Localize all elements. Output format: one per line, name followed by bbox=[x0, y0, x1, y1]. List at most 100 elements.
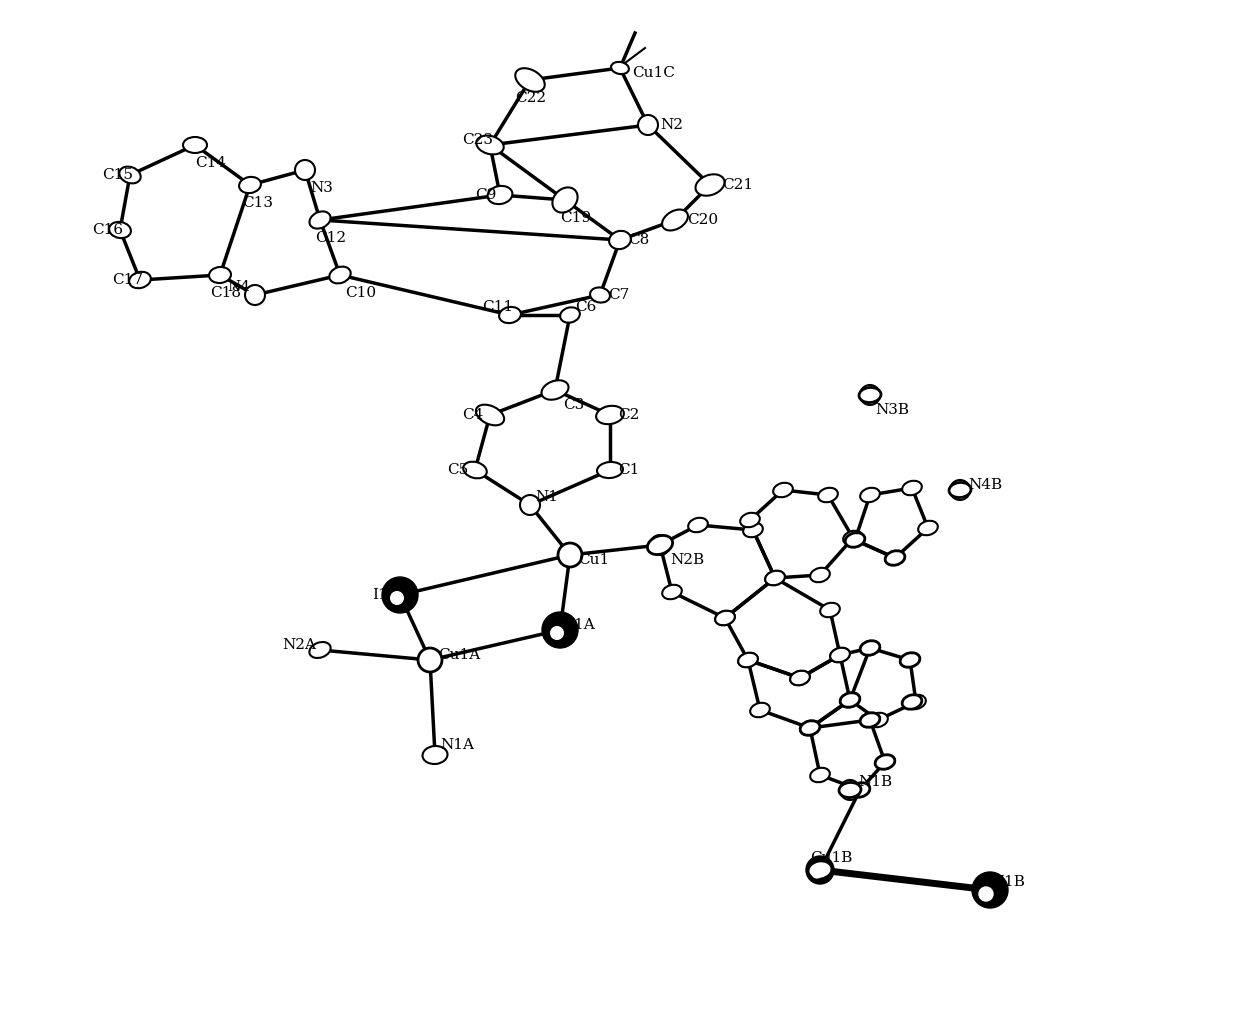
Text: N1B: N1B bbox=[858, 775, 892, 789]
Text: C22: C22 bbox=[515, 91, 546, 105]
Ellipse shape bbox=[875, 754, 895, 769]
Circle shape bbox=[558, 543, 582, 567]
Ellipse shape bbox=[330, 266, 351, 284]
Ellipse shape bbox=[861, 713, 880, 728]
Text: C12: C12 bbox=[315, 231, 346, 245]
Text: Cu1A: Cu1A bbox=[438, 648, 480, 662]
Circle shape bbox=[639, 115, 658, 135]
Ellipse shape bbox=[861, 488, 880, 503]
Circle shape bbox=[650, 535, 670, 555]
Ellipse shape bbox=[875, 754, 895, 769]
Ellipse shape bbox=[476, 405, 505, 425]
Text: N3: N3 bbox=[310, 181, 332, 195]
Ellipse shape bbox=[949, 483, 971, 497]
Text: C14: C14 bbox=[195, 156, 226, 170]
Ellipse shape bbox=[309, 642, 331, 658]
Ellipse shape bbox=[596, 462, 622, 478]
Ellipse shape bbox=[810, 568, 830, 582]
Ellipse shape bbox=[542, 380, 568, 399]
Ellipse shape bbox=[210, 267, 231, 283]
Ellipse shape bbox=[906, 695, 926, 709]
Ellipse shape bbox=[662, 585, 682, 600]
Text: N2: N2 bbox=[660, 118, 683, 132]
Circle shape bbox=[861, 385, 880, 405]
Ellipse shape bbox=[119, 166, 140, 184]
Circle shape bbox=[806, 856, 835, 884]
Circle shape bbox=[382, 577, 418, 613]
Ellipse shape bbox=[464, 461, 487, 478]
Circle shape bbox=[551, 626, 563, 639]
Ellipse shape bbox=[596, 406, 624, 424]
Circle shape bbox=[246, 285, 265, 305]
Ellipse shape bbox=[800, 720, 820, 735]
Ellipse shape bbox=[487, 186, 512, 204]
Ellipse shape bbox=[184, 137, 207, 153]
Ellipse shape bbox=[861, 713, 880, 728]
Ellipse shape bbox=[861, 641, 880, 655]
Ellipse shape bbox=[765, 571, 785, 585]
Text: N1: N1 bbox=[534, 490, 558, 504]
Text: Cu1: Cu1 bbox=[578, 553, 609, 567]
Text: C11: C11 bbox=[482, 300, 513, 314]
Text: N3B: N3B bbox=[875, 404, 909, 417]
Ellipse shape bbox=[662, 209, 688, 230]
Ellipse shape bbox=[900, 653, 920, 668]
Text: C8: C8 bbox=[627, 233, 650, 247]
Ellipse shape bbox=[609, 231, 631, 249]
Ellipse shape bbox=[830, 648, 849, 663]
Ellipse shape bbox=[841, 692, 859, 707]
Ellipse shape bbox=[738, 653, 758, 668]
Text: N4: N4 bbox=[227, 280, 250, 294]
Text: I1: I1 bbox=[372, 588, 388, 602]
Circle shape bbox=[418, 648, 441, 672]
Text: I1B: I1B bbox=[998, 875, 1025, 889]
Circle shape bbox=[295, 160, 315, 180]
Ellipse shape bbox=[647, 536, 672, 554]
Ellipse shape bbox=[861, 641, 880, 655]
Text: I1A: I1A bbox=[568, 618, 595, 632]
Ellipse shape bbox=[743, 523, 763, 538]
Text: C3: C3 bbox=[563, 398, 584, 412]
Text: C19: C19 bbox=[560, 211, 591, 225]
Ellipse shape bbox=[774, 483, 792, 497]
Ellipse shape bbox=[738, 653, 758, 668]
Circle shape bbox=[839, 780, 861, 800]
Ellipse shape bbox=[903, 481, 921, 495]
Ellipse shape bbox=[900, 653, 920, 668]
Ellipse shape bbox=[765, 571, 785, 585]
Ellipse shape bbox=[830, 648, 849, 663]
Ellipse shape bbox=[851, 782, 869, 798]
Ellipse shape bbox=[611, 62, 629, 74]
Text: C15: C15 bbox=[102, 168, 133, 182]
Ellipse shape bbox=[476, 135, 503, 155]
Text: N2B: N2B bbox=[670, 553, 704, 567]
Text: C21: C21 bbox=[722, 178, 753, 192]
Text: C20: C20 bbox=[687, 213, 718, 227]
Circle shape bbox=[812, 868, 822, 878]
Ellipse shape bbox=[820, 603, 839, 617]
Text: C23: C23 bbox=[463, 133, 494, 147]
Ellipse shape bbox=[498, 307, 521, 323]
Ellipse shape bbox=[841, 692, 859, 707]
Text: N2A: N2A bbox=[281, 638, 316, 652]
Ellipse shape bbox=[818, 488, 838, 503]
Ellipse shape bbox=[885, 551, 905, 566]
Ellipse shape bbox=[839, 782, 861, 798]
Ellipse shape bbox=[740, 513, 760, 527]
Text: Cu1C: Cu1C bbox=[632, 66, 675, 80]
Ellipse shape bbox=[868, 713, 888, 728]
Circle shape bbox=[950, 480, 970, 499]
Ellipse shape bbox=[590, 288, 610, 302]
Ellipse shape bbox=[918, 521, 937, 536]
Ellipse shape bbox=[859, 387, 880, 402]
Ellipse shape bbox=[843, 530, 863, 545]
Ellipse shape bbox=[808, 861, 832, 879]
Circle shape bbox=[391, 591, 403, 605]
Text: C4: C4 bbox=[463, 408, 484, 422]
Circle shape bbox=[520, 495, 539, 515]
Text: C16: C16 bbox=[92, 223, 123, 237]
Ellipse shape bbox=[688, 518, 708, 533]
Text: C1: C1 bbox=[618, 463, 640, 477]
Text: C5: C5 bbox=[446, 463, 469, 477]
Ellipse shape bbox=[516, 68, 544, 92]
